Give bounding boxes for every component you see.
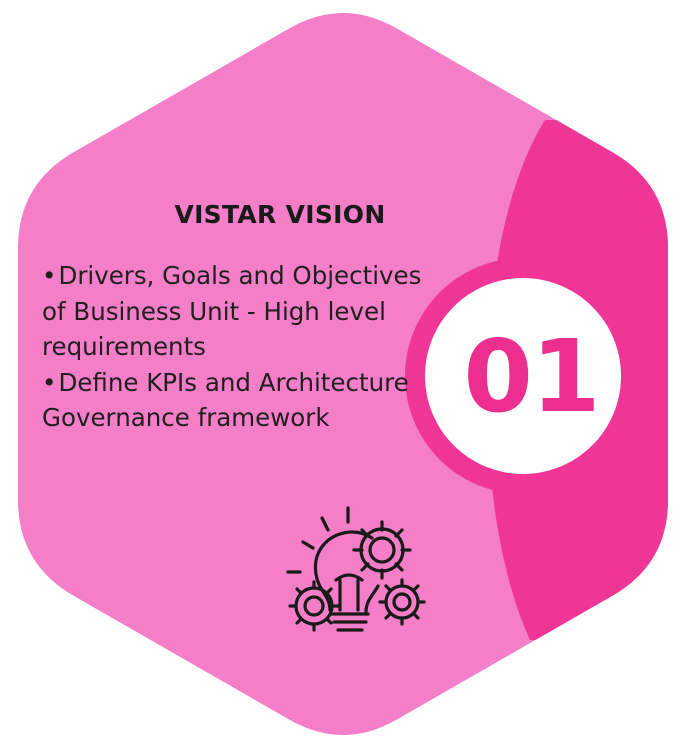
bullet-text: Define KPIs and Architecture Governance … bbox=[42, 367, 409, 433]
list-item: •Drivers, Goals and Objectives of Busine… bbox=[42, 258, 442, 365]
bullet-list: •Drivers, Goals and Objectives of Busine… bbox=[42, 258, 442, 436]
lightbulb-gears-icon bbox=[286, 506, 426, 632]
number-circle bbox=[425, 278, 621, 474]
card-title: VISTAR VISION bbox=[174, 200, 386, 229]
bullet-marker: • bbox=[42, 367, 57, 397]
bullet-marker: • bbox=[42, 261, 57, 290]
bullet-text: Drivers, Goals and Objectives of Busines… bbox=[42, 261, 422, 361]
list-item: •Define KPIs and Architecture Governance… bbox=[42, 365, 442, 436]
step-number: 01 bbox=[463, 318, 600, 435]
